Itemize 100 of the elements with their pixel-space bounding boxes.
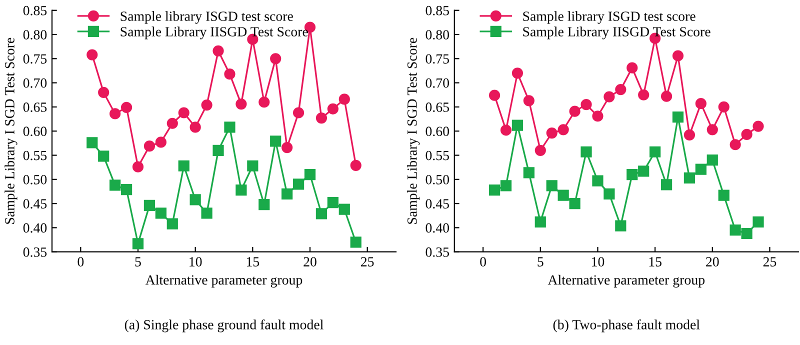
point — [580, 98, 592, 110]
point — [626, 169, 638, 180]
point — [144, 140, 156, 152]
y-tick-label: 0.45 — [23, 199, 47, 209]
text: (a) Single phase ground fault model — [124, 319, 324, 332]
point — [604, 188, 615, 200]
point — [558, 190, 569, 201]
point — [706, 124, 718, 136]
x-tick-label: 20 — [706, 257, 719, 266]
y-tick-label: 0.85 — [23, 6, 47, 16]
x-axis-title: Alternative parameter group — [548, 274, 705, 288]
point — [741, 128, 752, 140]
y-tick-label: 0.80 — [23, 30, 47, 40]
x-tick-label: 0 — [78, 257, 84, 266]
point — [546, 180, 558, 192]
x-tick-label: 0 — [480, 257, 486, 266]
y-tick-label: 0.85 — [426, 6, 449, 16]
x-tick-label: 15 — [246, 257, 260, 266]
legend-label: Sample library ISGD test score — [120, 11, 293, 24]
x-tick-label: 5 — [135, 257, 141, 266]
point — [695, 164, 706, 175]
point — [512, 120, 524, 131]
y-tick-label: 0.50 — [426, 174, 450, 184]
point — [236, 184, 247, 196]
x-tick-label: 10 — [190, 257, 202, 266]
point — [316, 112, 328, 124]
point — [190, 194, 201, 206]
point — [615, 220, 626, 232]
point — [684, 129, 696, 141]
y-tick-label: 0.45 — [426, 199, 449, 209]
point — [488, 90, 500, 101]
point — [741, 228, 752, 240]
point — [224, 122, 236, 133]
point — [327, 197, 338, 208]
y-tick-label: 0.35 — [426, 247, 449, 257]
point — [292, 107, 304, 118]
point — [500, 124, 512, 136]
y-tick-label: 0.65 — [426, 102, 449, 112]
y-tick-label: 0.50 — [23, 174, 47, 184]
point — [282, 142, 293, 154]
point — [201, 208, 212, 219]
point — [258, 96, 270, 108]
point — [638, 166, 650, 177]
legend-label: Sample Library IISGD Test Score — [120, 26, 308, 40]
point — [166, 218, 178, 230]
y-tick-label: 0.75 — [426, 54, 449, 64]
point — [236, 98, 247, 110]
point — [190, 122, 201, 133]
x-tick-label: 10 — [592, 257, 604, 266]
y-tick-label: 0.70 — [426, 78, 450, 88]
point — [718, 101, 730, 113]
point — [752, 216, 764, 228]
point — [730, 139, 741, 150]
point — [132, 238, 144, 250]
y-tick-label: 0.60 — [23, 126, 47, 136]
point — [98, 86, 110, 98]
point — [684, 172, 696, 184]
point — [672, 50, 684, 62]
point — [316, 208, 328, 220]
point — [626, 62, 638, 74]
point — [650, 146, 661, 158]
y-tick-label: 0.65 — [23, 102, 47, 112]
point — [282, 188, 293, 200]
point — [534, 144, 546, 156]
x-tick-label: 5 — [538, 257, 544, 266]
point — [706, 154, 718, 166]
y-tick-label: 0.55 — [426, 150, 449, 160]
x-tick-label: 25 — [361, 257, 374, 266]
y-tick-label: 0.40 — [23, 223, 47, 233]
point — [304, 169, 316, 180]
y-tick-label: 0.70 — [23, 78, 47, 88]
point — [292, 178, 304, 190]
point — [178, 160, 190, 172]
point — [672, 112, 684, 123]
y-axis-title: Sample Library I SGD Test Score — [4, 38, 18, 224]
point — [523, 95, 534, 106]
point — [752, 120, 764, 132]
point — [212, 144, 224, 156]
point — [178, 107, 190, 118]
x-tick-label: 25 — [763, 257, 776, 266]
point — [546, 127, 558, 139]
point — [512, 68, 524, 79]
x-axis-title: Alternative parameter group — [145, 274, 302, 288]
text: (b) Two-phase fault model — [553, 319, 700, 332]
point — [638, 89, 650, 100]
point — [132, 161, 144, 172]
point — [155, 136, 166, 148]
point — [580, 146, 592, 158]
point — [660, 90, 672, 102]
y-tick-label: 0.40 — [426, 223, 450, 233]
point — [201, 99, 212, 111]
point — [350, 160, 362, 171]
point — [212, 45, 224, 56]
point — [120, 102, 132, 113]
point — [523, 167, 534, 178]
y-tick-label: 0.60 — [426, 126, 450, 136]
point — [718, 190, 730, 201]
point — [327, 103, 338, 114]
point — [604, 91, 615, 102]
point — [98, 150, 110, 162]
